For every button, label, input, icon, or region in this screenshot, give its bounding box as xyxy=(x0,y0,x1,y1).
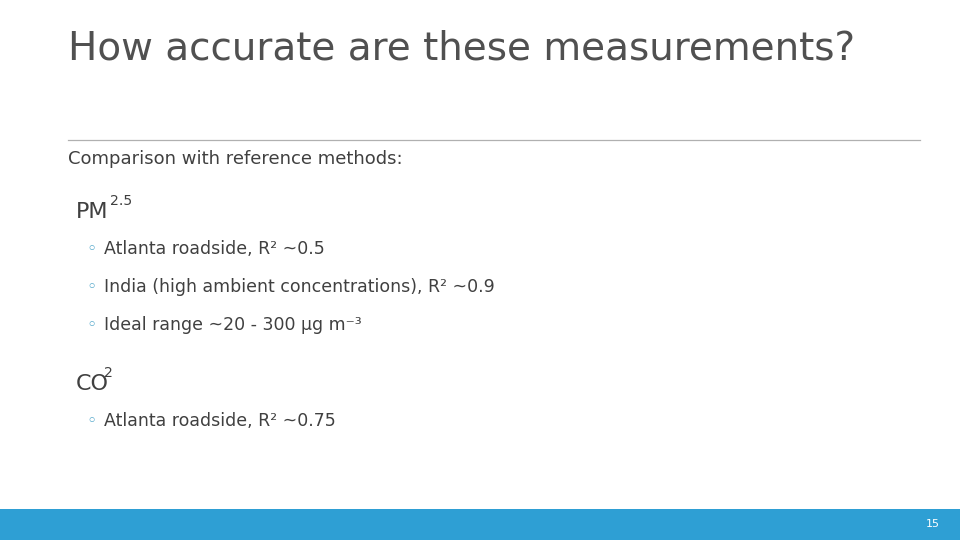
Text: India (high ambient concentrations), R² ~0.9: India (high ambient concentrations), R² … xyxy=(104,278,494,296)
Text: ◦: ◦ xyxy=(86,316,96,334)
Text: CO: CO xyxy=(76,374,109,394)
Text: 2.5: 2.5 xyxy=(110,194,132,208)
Text: PM: PM xyxy=(76,202,108,222)
Text: Atlanta roadside, R² ~0.5: Atlanta roadside, R² ~0.5 xyxy=(104,240,324,258)
Text: 15: 15 xyxy=(926,519,940,529)
Text: Ideal range ~20 - 300 μg m⁻³: Ideal range ~20 - 300 μg m⁻³ xyxy=(104,316,362,334)
Bar xyxy=(0,509,960,540)
Text: How accurate are these measurements?: How accurate are these measurements? xyxy=(68,30,855,68)
Text: 2: 2 xyxy=(104,366,113,380)
Text: Atlanta roadside, R² ~0.75: Atlanta roadside, R² ~0.75 xyxy=(104,412,336,430)
Text: Comparison with reference methods:: Comparison with reference methods: xyxy=(68,150,402,168)
Text: ◦: ◦ xyxy=(86,278,96,296)
Text: ◦: ◦ xyxy=(86,412,96,430)
Text: ◦: ◦ xyxy=(86,240,96,258)
